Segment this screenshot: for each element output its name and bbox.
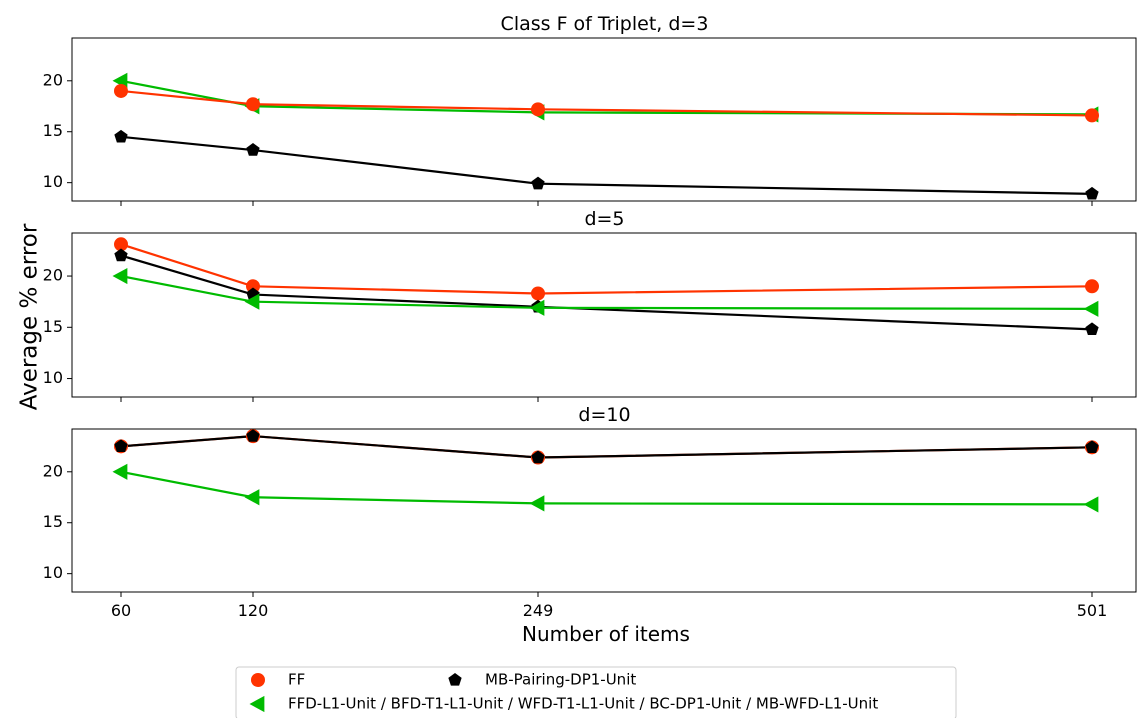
x-tick-label: 501 [1077, 601, 1108, 620]
panel-title: d=5 [584, 208, 624, 230]
data-point-green [112, 267, 128, 285]
y-tick-label: 20 [43, 70, 63, 89]
y-tick-label: 20 [43, 461, 63, 480]
data-point-mb [1085, 322, 1099, 336]
data-point-green [244, 489, 260, 506]
panel-title: Class F of Triplet, d=3 [501, 13, 709, 35]
data-point-green [1083, 300, 1099, 317]
y-axis-label: Average % error [17, 223, 43, 410]
data-point-mb [114, 439, 128, 452]
panel-1: Class F of Triplet, d=3 10 15 20 [43, 13, 1137, 206]
y-tick-label: 20 [43, 266, 63, 285]
y-tick-label: 10 [43, 172, 63, 191]
series-line-ff [120, 89, 1093, 117]
panel-frame [71, 232, 1137, 398]
data-point-ff [114, 83, 128, 98]
x-tick-label: 120 [238, 601, 269, 620]
series-line-mb [120, 435, 1093, 459]
data-point-mb [114, 248, 128, 262]
series-line-mb [120, 135, 1093, 195]
data-point-mb [531, 176, 545, 190]
x-tick-label: 249 [523, 601, 554, 620]
data-point-ff [531, 102, 545, 117]
panel-title: d=10 [578, 404, 630, 426]
series-line-green [120, 274, 1093, 310]
data-point-mb [114, 129, 128, 143]
data-point-ff [114, 237, 128, 252]
data-point-green [1083, 496, 1099, 513]
data-point-mb [531, 450, 545, 464]
x-axis-label: Number of items [522, 622, 690, 646]
legend-marker [251, 673, 265, 687]
data-point-green [529, 299, 545, 316]
panel-frame [71, 37, 1137, 202]
data-point-green [112, 463, 128, 480]
panels: Class F of Triplet, d=3101520d=5101520d=… [43, 13, 1137, 620]
panel-2: d=5 10 15 20 [43, 208, 1137, 402]
panel-frame [71, 428, 1137, 593]
data-point-ff [1085, 279, 1099, 294]
data-point-ff [246, 279, 260, 294]
data-point-mb [246, 143, 260, 156]
legend-label: FF [288, 671, 305, 689]
series-line-ff [120, 435, 1093, 459]
y-tick-label: 15 [43, 121, 63, 140]
data-point-mb [246, 429, 260, 442]
data-point-ff [531, 286, 545, 301]
legend-box [235, 666, 957, 718]
legend-label: MB-Pairing-DP1-Unit [485, 671, 636, 689]
x-tick-label: 60 [111, 601, 131, 620]
y-tick-label: 10 [43, 563, 63, 582]
data-point-mb [1085, 186, 1099, 200]
legend: FF MB-Pairing-DP1-Unit FFD-L1-Unit / BFD-T… [235, 666, 957, 718]
series-line-green [120, 470, 1093, 506]
data-point-green [529, 495, 545, 512]
legend-marker [448, 673, 462, 686]
data-point-ff [1085, 108, 1099, 123]
data-point-green [244, 293, 260, 310]
data-point-mb [1085, 440, 1099, 453]
legend-label: FFD-L1-Unit / BFD-T1-L1-Unit / WFD-T1-L1… [288, 695, 878, 713]
panel-3: d=10 10 15 20 60 120 249 501 [43, 404, 1137, 620]
series-line-ff [120, 243, 1093, 295]
y-tick-label: 10 [43, 368, 63, 387]
data-point-ff [246, 97, 260, 112]
y-tick-label: 15 [43, 317, 63, 336]
legend-marker [249, 695, 265, 713]
series-line-mb [120, 254, 1093, 331]
y-tick-label: 15 [43, 512, 63, 531]
